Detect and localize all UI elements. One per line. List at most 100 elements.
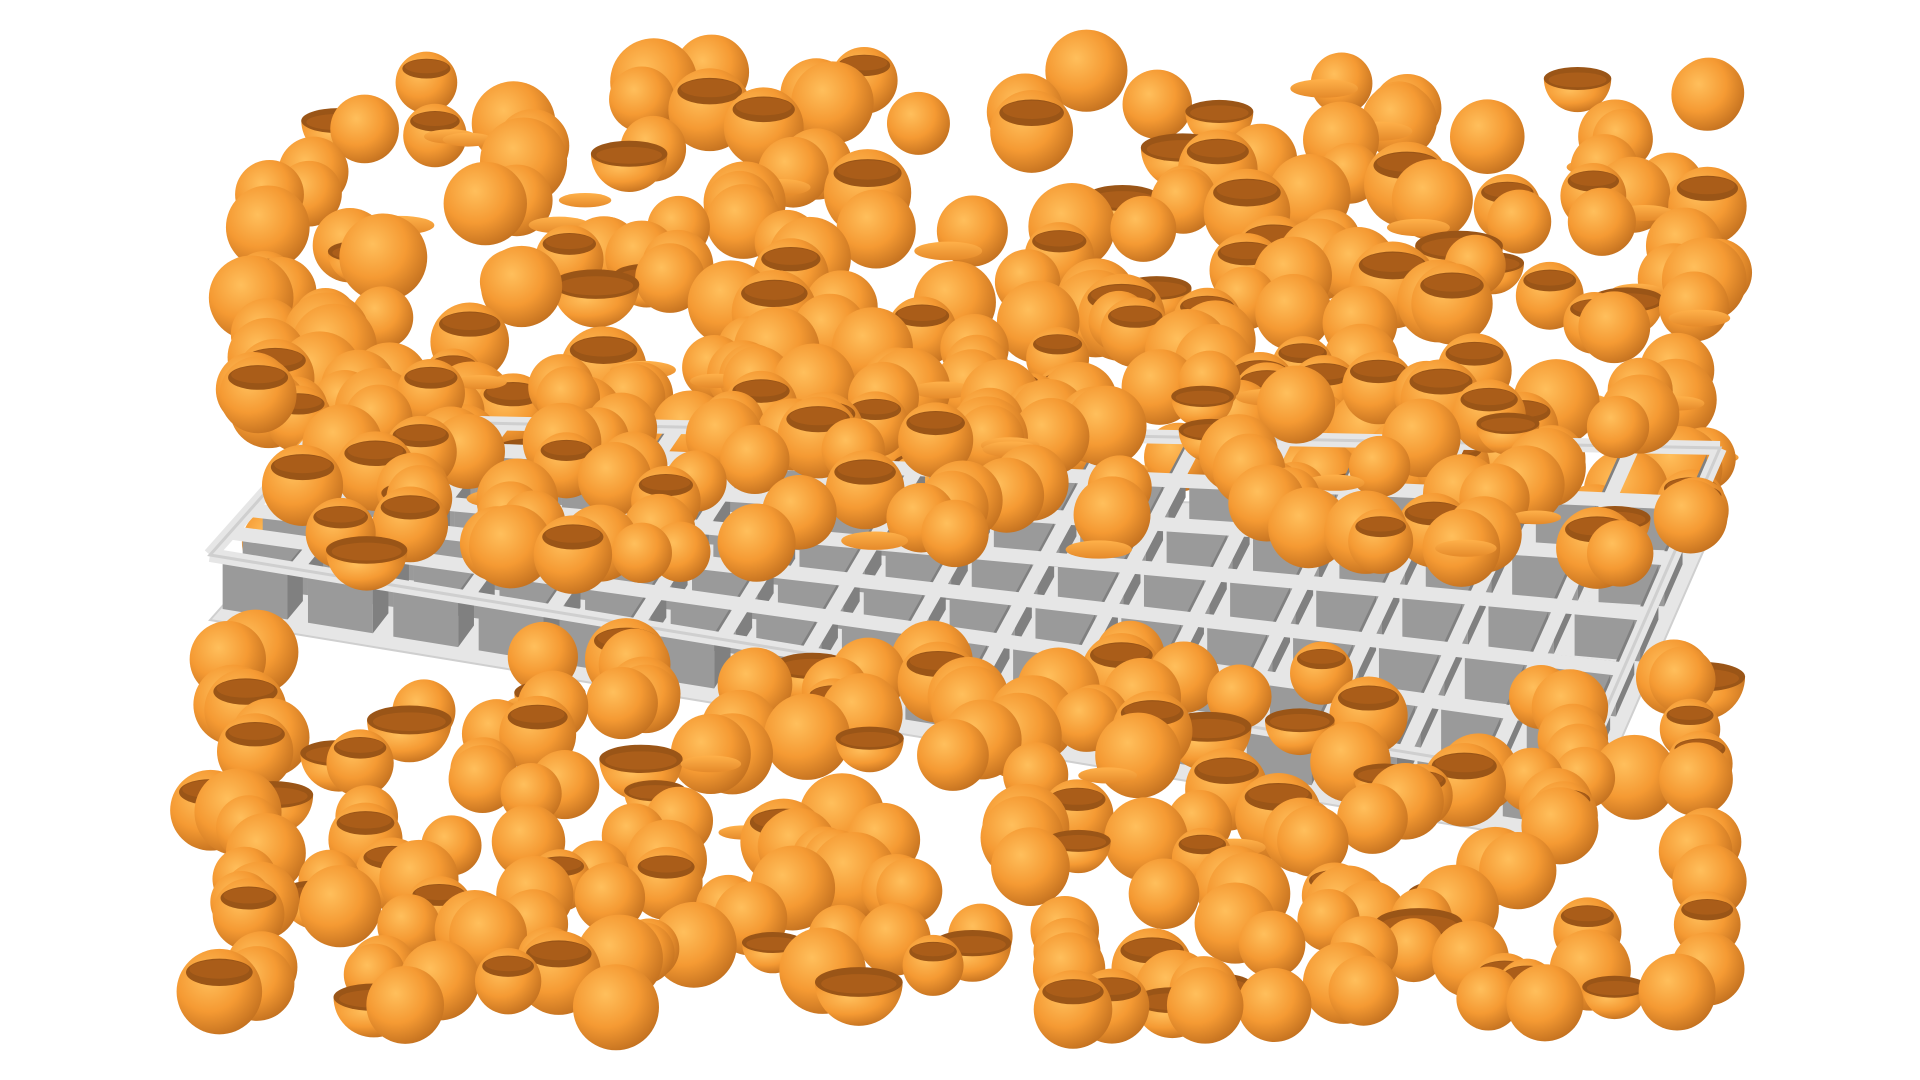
particle [1659,742,1733,817]
particle [585,666,658,740]
particle [1110,195,1177,262]
particle [590,140,668,192]
particle [1336,783,1408,854]
particle [298,865,382,948]
particle [717,503,796,582]
particle [1073,476,1151,554]
particle [680,755,742,773]
particle [1510,510,1562,525]
particle [326,729,394,797]
particle [1128,858,1200,930]
particle [1122,69,1192,140]
particle [1257,365,1336,444]
particle [835,726,904,773]
particle [599,744,683,801]
particle [1045,29,1128,112]
particle [1671,58,1744,131]
particle [1078,767,1137,784]
particle [886,91,950,155]
particle [836,189,916,269]
particle [1649,646,1716,714]
particle [1290,79,1358,98]
particle [1435,539,1497,557]
particle [1238,910,1306,978]
particle [395,51,458,114]
particle [921,499,989,568]
particle [1348,435,1411,498]
particle [1658,271,1730,342]
particle [1479,831,1557,910]
particle [1328,955,1399,1026]
particle [609,66,675,133]
particle [1591,734,1677,820]
particle [825,450,905,530]
particle [1668,309,1731,327]
particle [1033,970,1113,1049]
particle [991,827,1070,906]
particle [1586,395,1650,459]
particle [763,693,851,780]
particle [552,269,640,328]
particle [339,213,428,302]
particle [442,132,494,147]
particles-in-front-of-plate [170,343,1747,1051]
particle [219,356,297,434]
particle [990,90,1074,173]
particle [1487,189,1552,254]
particle [1386,218,1450,237]
particle [911,381,975,399]
particle [635,243,705,313]
particle [1305,474,1365,491]
particle [225,185,310,270]
particle [474,947,542,1015]
particle [455,375,507,390]
particle [1567,187,1636,256]
particle [443,161,527,246]
particle [1290,641,1354,705]
particle [533,515,613,594]
particle [1277,805,1349,877]
particle [480,245,563,328]
particle [720,424,790,494]
particle [629,846,703,920]
particle [1166,967,1244,1044]
particle [902,934,964,996]
particle [1586,520,1654,587]
particle [1638,953,1716,1031]
particle [1255,273,1332,351]
particle [791,61,874,144]
particle [1411,263,1493,345]
particle [574,862,646,933]
particle [448,745,517,813]
particle [1449,99,1525,174]
particle [1578,291,1651,364]
particle [1653,479,1728,554]
particle [917,719,989,791]
particle [898,402,974,478]
particle [1381,918,1446,983]
particle [1543,67,1612,113]
particle [176,948,263,1035]
particle [1582,975,1647,1020]
particle [558,192,612,208]
particle [366,966,445,1044]
particle [1065,540,1132,559]
particle [1237,967,1312,1042]
particle [611,522,672,584]
particle [572,964,659,1051]
particle [469,504,553,589]
particle [330,94,399,164]
particle [914,241,983,261]
particle [326,536,408,591]
particle [841,531,909,550]
particle [1456,966,1521,1031]
particle [1171,385,1234,428]
particle [1506,964,1584,1042]
particle [1348,508,1414,574]
particle [842,391,909,458]
particle [814,967,903,1026]
particle [670,713,751,795]
particle [1095,712,1181,799]
